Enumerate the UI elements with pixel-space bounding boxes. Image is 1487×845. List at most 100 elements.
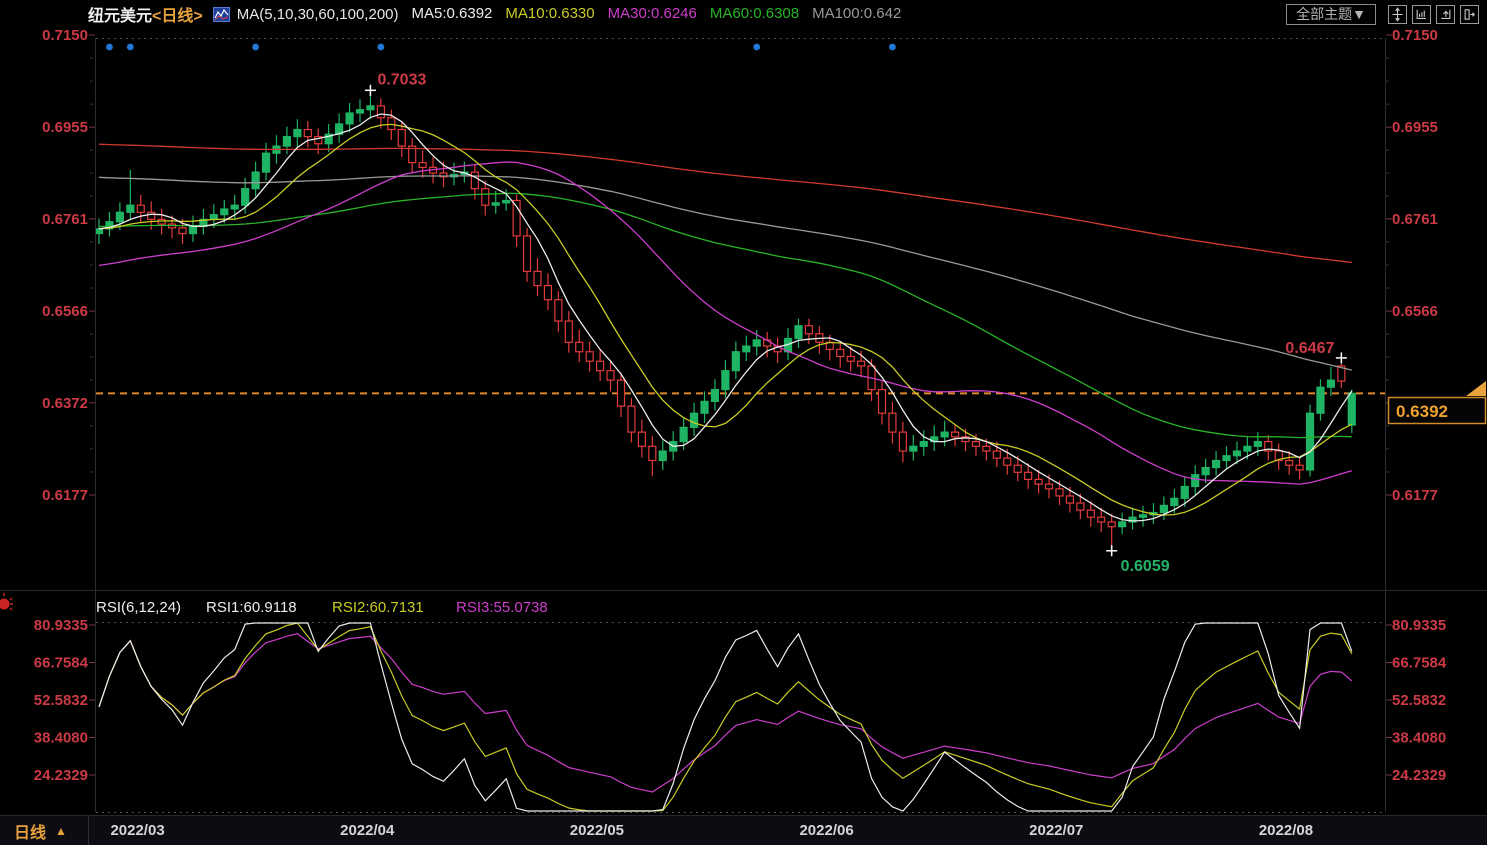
- candle: [1274, 443, 1283, 470]
- move-icon[interactable]: [1388, 4, 1407, 24]
- svg-text:52.5832: 52.5832: [1392, 692, 1446, 709]
- candle: [355, 99, 365, 122]
- alert-badge-icon[interactable]: [0, 593, 13, 611]
- candle: [679, 416, 688, 451]
- candle: [261, 142, 271, 181]
- date-tick-label: 2022/06: [799, 822, 854, 839]
- candle: [126, 169, 135, 221]
- axis-chart-right-icon[interactable]: [1436, 4, 1455, 24]
- ma-line-MA5: [98, 113, 1353, 522]
- period-label: 日线: [14, 825, 47, 842]
- date-tick-label: 2022/08: [1258, 822, 1314, 839]
- candle: [689, 402, 699, 436]
- candle: [303, 121, 312, 148]
- symbol-title: 纽元美元: [88, 8, 153, 25]
- mini-chart-icon[interactable]: [212, 6, 230, 22]
- candle: [1107, 513, 1116, 551]
- ma-legend: MA5:0.6392 MA10:0.6330 MA30:0.6246 MA60:0.6…: [399, 5, 902, 23]
- candle: [575, 329, 584, 363]
- svg-text:0.6177: 0.6177: [42, 487, 88, 504]
- candle: [637, 419, 646, 458]
- candle: [930, 425, 939, 452]
- news-event-dot: [753, 43, 761, 51]
- candle: [616, 372, 626, 417]
- price-axis-labels: 0.7150 0.7150 0.6955 0.6955 0.6761 0.6761 0.65…: [42, 27, 1438, 504]
- candle: [335, 113, 344, 143]
- period-low-marker: 0.6059: [1106, 545, 1170, 575]
- candle: [1003, 449, 1012, 475]
- candle: [1347, 389, 1356, 434]
- rsi-header: RSI(6,12,24) RSI1:60.9118 RSI2:60.7131 RSI3…: [0, 593, 548, 616]
- chart-toolbar-icons: [1388, 4, 1479, 24]
- candle: [992, 441, 1001, 468]
- date-axis: 2022/03 2022/04 2022/05 2022/06 2022/07 2022/…: [88, 816, 1487, 845]
- ma-legend-item: MA5:0.6392: [411, 5, 493, 22]
- svg-text:52.5832: 52.5832: [34, 692, 88, 709]
- candle: [1128, 507, 1137, 530]
- candle: [1065, 486, 1075, 513]
- svg-text:0.6467: 0.6467: [1285, 340, 1334, 357]
- svg-text:24.2329: 24.2329: [1392, 767, 1446, 784]
- candle: [731, 341, 740, 380]
- ma-lines: [98, 113, 1353, 522]
- axis-chart-left-icon[interactable]: [1412, 4, 1431, 24]
- candle: [1180, 477, 1189, 507]
- candle: [1097, 507, 1106, 533]
- svg-text:66.7584: 66.7584: [34, 654, 89, 671]
- candle: [96, 218, 104, 244]
- exit-chart-icon[interactable]: [1460, 4, 1479, 24]
- candle: [345, 103, 354, 133]
- ma-line-MA10: [98, 123, 1353, 516]
- svg-text:0.6955: 0.6955: [42, 119, 88, 136]
- candle: [314, 128, 323, 155]
- ma-line-MA60: [98, 192, 1352, 439]
- candle: [115, 202, 124, 230]
- date-tick-label: 2022/03: [110, 822, 165, 839]
- up-triangle-icon: ▲: [55, 824, 67, 838]
- candle: [564, 311, 573, 353]
- candle: [585, 341, 594, 372]
- svg-text:66.7584: 66.7584: [1392, 654, 1447, 671]
- rsi-legend-item: RSI2:60.7131: [332, 599, 424, 616]
- candle: [648, 435, 657, 477]
- candle: [408, 138, 417, 174]
- svg-text:80.9335: 80.9335: [1392, 617, 1446, 634]
- candle: [658, 440, 667, 470]
- theme-selector-button[interactable]: 全部主题▼: [1286, 3, 1376, 25]
- candle: [1076, 493, 1085, 520]
- ma-legend-item: MA10:0.6330: [505, 5, 595, 22]
- candle: [188, 215, 198, 243]
- candlestick-series[interactable]: [96, 90, 1356, 551]
- candle: [836, 341, 845, 368]
- svg-text:RSI(6,12,24): RSI(6,12,24): [96, 599, 181, 616]
- rsi-axis-labels: 80.9335 80.9335 66.7584 66.7584 52.5832 52.58…: [34, 617, 1447, 784]
- candle: [1118, 512, 1127, 535]
- svg-text:0.7150: 0.7150: [1392, 27, 1438, 44]
- candle: [1295, 457, 1304, 480]
- rsi-legend-item: RSI3:55.0738: [456, 599, 548, 616]
- candle: [940, 420, 949, 447]
- candle: [606, 360, 615, 392]
- svg-text:0.6566: 0.6566: [1392, 303, 1438, 320]
- candle: [1138, 505, 1148, 527]
- candle: [1024, 463, 1033, 489]
- candle: [950, 424, 960, 447]
- date-tick-label: 2022/05: [569, 822, 625, 839]
- ma-line-MA100: [98, 175, 1352, 371]
- candle: [105, 211, 114, 237]
- candle: [470, 164, 479, 200]
- top-toolbar: 纽元美元 <日线> MA(5,10,30,60,100,200) MA5:0.6…: [0, 0, 1487, 28]
- news-event-dot: [126, 43, 134, 51]
- candle: [596, 349, 605, 382]
- period-switcher-button[interactable]: 日线 ▲: [14, 816, 67, 845]
- svg-text:0.6372: 0.6372: [42, 395, 88, 412]
- swing-high-marker: 0.6467: [1285, 340, 1347, 364]
- last-price-box: 0.6392: [1387, 381, 1487, 425]
- period-high-marker: 0.7033: [364, 71, 426, 96]
- svg-text:0.6392: 0.6392: [1396, 402, 1448, 421]
- candle: [919, 430, 928, 456]
- candle: [1285, 451, 1294, 475]
- news-event-dots[interactable]: [106, 43, 896, 51]
